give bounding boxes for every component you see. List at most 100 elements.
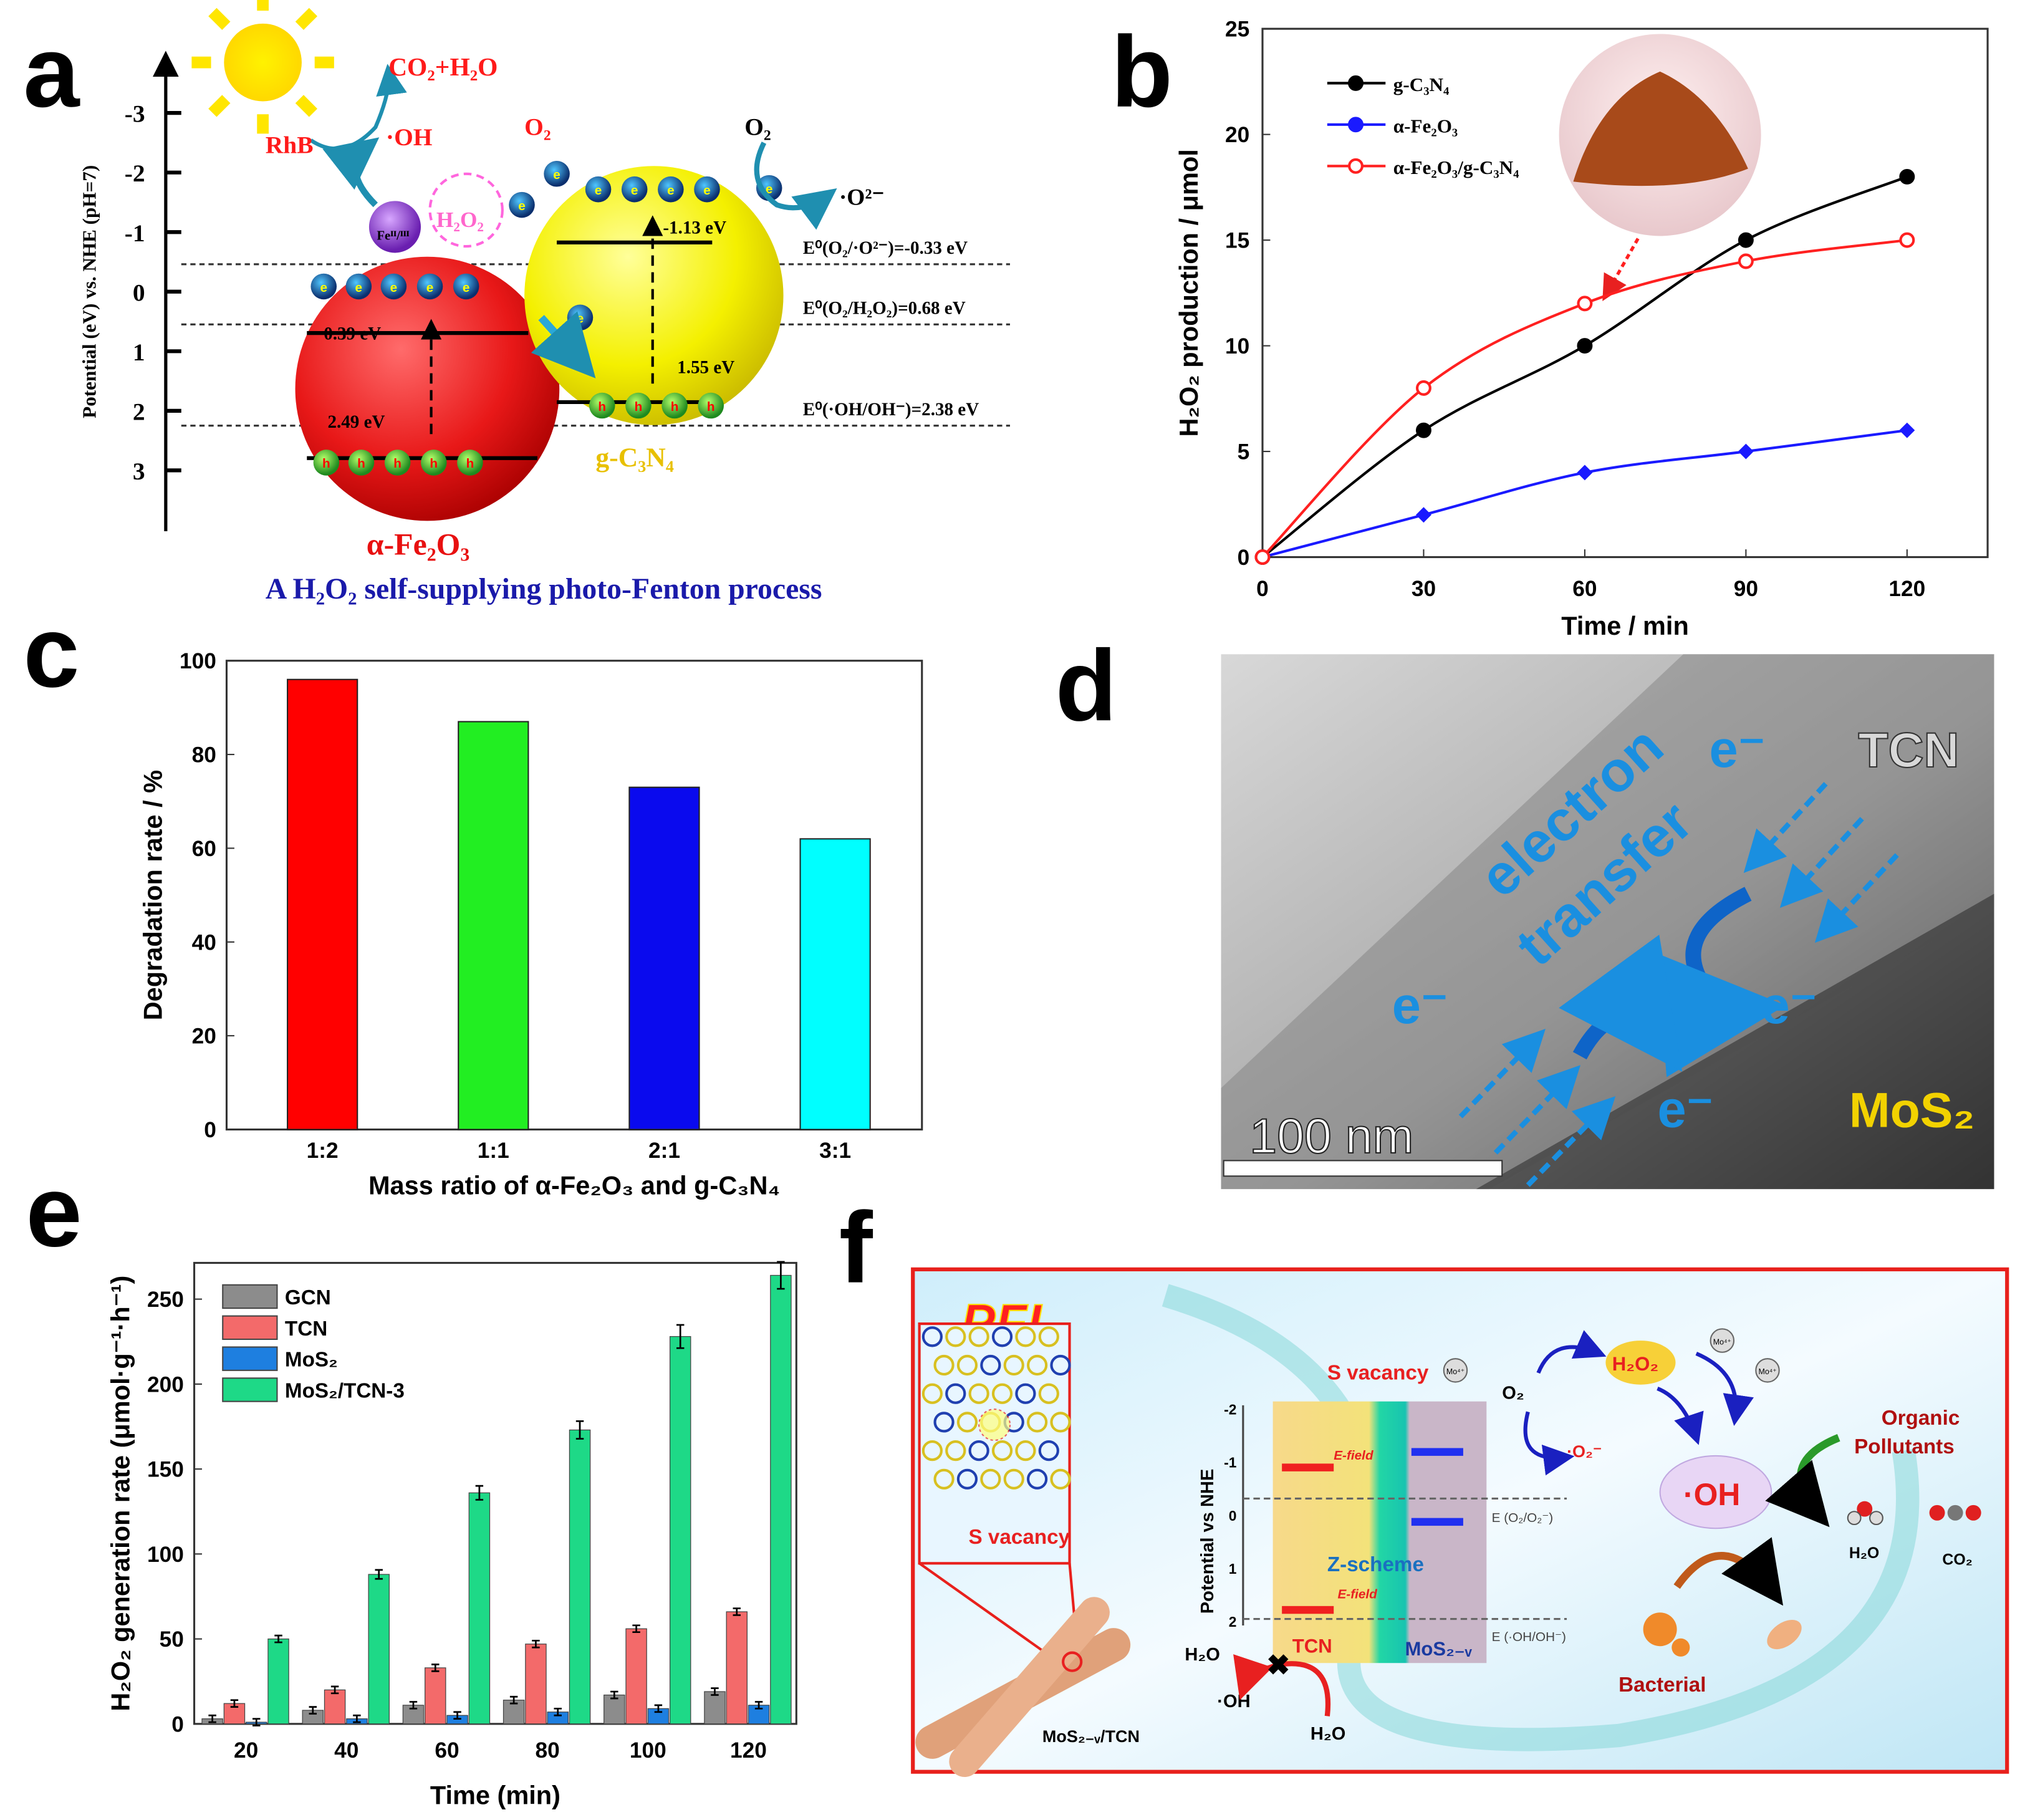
svg-text:e: e: [631, 183, 638, 198]
y-tick-label: 100: [180, 649, 216, 673]
x-axis-label: Mass ratio of α-Fe₂O₃ and g-C₃N₄: [368, 1170, 780, 1200]
fe2o3-vb-value: 2.49 eV: [327, 412, 385, 432]
panel-label-e: e: [26, 1155, 82, 1268]
scale-bar-label: 100 nm: [1249, 1109, 1413, 1163]
fe-ion-label: Feᴵᴵ/ᴵᴵᴵ: [377, 229, 409, 243]
data-point: [1416, 507, 1431, 523]
potential-axis-label: Potential (eV) vs. NHE (pH=7): [79, 165, 100, 418]
hole-icon: h: [457, 450, 483, 476]
h2o2-label: H₂O₂: [436, 208, 484, 232]
x-tick-label: 20: [234, 1738, 258, 1763]
oh-radical-label: ·OH: [386, 123, 433, 151]
panel-e-grouped-bar-chart: 0 50 100 150 200 250 20 40 60 80 100 120 GCN TCN MoS₂ M…: [106, 1261, 797, 1810]
legend-swatch: [222, 1377, 278, 1402]
curved-transfer-arrow-2: [1559, 935, 1683, 1072]
x-tick-label: 1:1: [478, 1139, 509, 1163]
y-tick-label: 5: [1238, 440, 1250, 465]
bar: [458, 721, 529, 1130]
mo-ion-label-1: Mo⁴⁺: [1446, 1367, 1464, 1376]
electron-icon: e: [453, 273, 479, 300]
y-tick-label: 0: [204, 1118, 216, 1142]
y-tick-label: 250: [147, 1288, 184, 1312]
data-point: [1577, 465, 1593, 481]
electron-symbol-right: e⁻: [1761, 976, 1817, 1034]
potential-tick-label: 0: [133, 279, 145, 306]
error-bar: [252, 1718, 261, 1726]
electron-icon: e: [694, 176, 720, 203]
bar: [287, 678, 358, 1130]
legend-label: MoS₂: [285, 1349, 338, 1372]
x-tick-label: 1:2: [307, 1139, 339, 1163]
error-bar: [554, 1707, 562, 1716]
x-tick-label: 3:1: [819, 1139, 851, 1163]
mo-ion-label-3: Mo⁴⁺: [1758, 1367, 1776, 1376]
y-tick-label: 150: [147, 1458, 184, 1482]
data-point: [1577, 296, 1593, 312]
series-line: [1261, 239, 1908, 558]
svg-text:e: e: [426, 281, 434, 295]
electron-icon: e: [544, 161, 570, 187]
x-axis-label: Time (min): [430, 1781, 560, 1810]
bar: [726, 1611, 748, 1725]
data-point: [1899, 422, 1915, 438]
f-h2o2-label: H₂O₂: [1612, 1353, 1658, 1375]
y-tick-label: 15: [1225, 229, 1249, 253]
error-bar: [754, 1701, 763, 1710]
electron-icon: e: [658, 176, 684, 203]
electron-flow-arrows: [1458, 782, 1899, 1187]
inset-s-vacancy-label: S vacancy: [969, 1526, 1070, 1549]
error-bar: [777, 1261, 785, 1290]
h2o-bottom-label: H₂O: [1311, 1724, 1346, 1744]
bacterial-label: Bacterial: [1618, 1673, 1706, 1697]
panel-c-bar-chart: 0 20 40 60 80 100 1:2 1:1 2:1 3:1 Mass ratio of α-…: [138, 649, 923, 1200]
superoxide-label: ·O²⁻: [839, 185, 884, 211]
error-bar: [475, 1485, 484, 1501]
efield-top-label: E-field: [1334, 1448, 1374, 1463]
curved-transfer-arrow-1: [1657, 887, 1786, 1077]
electron-icon: e: [585, 176, 612, 203]
rhb-degradation-arrow: [309, 64, 407, 151]
legend-label: TCN: [285, 1317, 327, 1341]
gcn-cb-value: -1.13 eV: [663, 218, 726, 238]
y-tick-label: 50: [160, 1627, 184, 1652]
x-axis-label: Time / min: [1561, 611, 1689, 640]
electron-icon: e: [509, 191, 535, 218]
dead-bacteria-icon: [1767, 1620, 1802, 1650]
hole-icon: h: [661, 392, 688, 419]
svg-text:h: h: [393, 456, 402, 471]
bar: [625, 1628, 647, 1725]
error-bar: [431, 1664, 440, 1672]
z-scheme-band-box: [1272, 1401, 1487, 1664]
gcn-sphere: [524, 166, 784, 425]
fe-ion: [368, 201, 421, 253]
y-tick-label: 200: [147, 1372, 184, 1397]
data-point: [1738, 443, 1754, 460]
svg-text:h: h: [466, 456, 474, 471]
potential-tick-label: 2: [133, 398, 145, 425]
fe2o3-cb-value: 0.39 eV: [324, 324, 381, 344]
y-tick-label: 20: [1225, 123, 1249, 147]
svg-text:e: e: [595, 183, 602, 198]
legend-swatch: [222, 1284, 278, 1309]
panel-label-c: c: [23, 595, 79, 708]
f-tick-label: -2: [1224, 1401, 1236, 1417]
f-tick-label: 1: [1229, 1561, 1237, 1577]
x-tick-label: 40: [334, 1738, 358, 1763]
data-point: [1416, 422, 1431, 438]
plot-frame: [1261, 27, 1989, 559]
svg-text:e: e: [766, 182, 773, 196]
o2-potential-label: E (O₂/O₂⁻): [1492, 1511, 1554, 1525]
electron-icon: e: [380, 273, 407, 300]
scale-bar: [1223, 1160, 1503, 1177]
rhb-label: RhB: [266, 132, 314, 159]
z-scheme-label: Z-scheme: [1327, 1553, 1424, 1576]
x-tick-label: 90: [1734, 577, 1758, 601]
co2-product-label: CO₂: [1942, 1551, 1972, 1568]
error-bar: [208, 1714, 216, 1723]
bar: [468, 1492, 491, 1725]
f-o2-label: O₂: [1502, 1384, 1524, 1404]
error-bar: [274, 1634, 282, 1644]
y-axis-label: H₂O₂ production / μmol: [1174, 149, 1203, 436]
error-bar: [353, 1714, 361, 1723]
bar: [569, 1429, 591, 1725]
